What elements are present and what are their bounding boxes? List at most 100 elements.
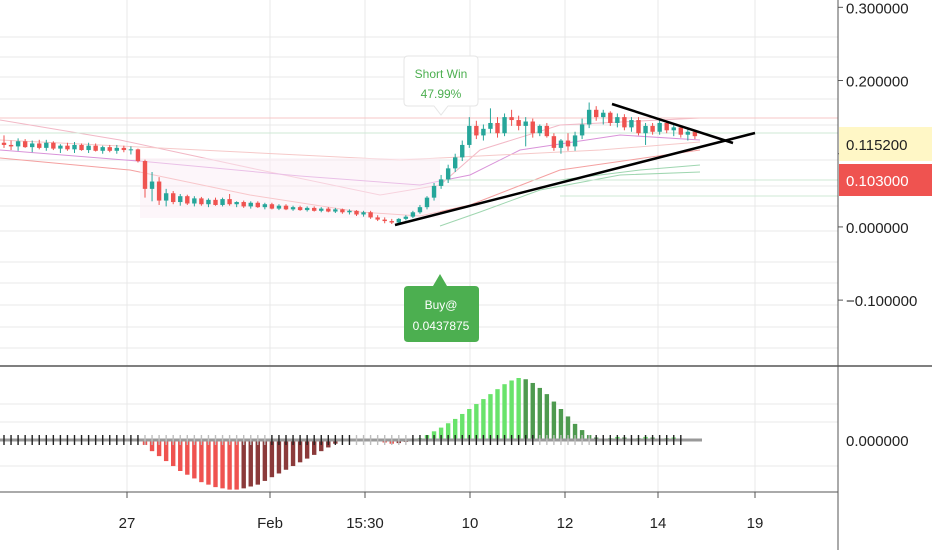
histogram-bar (255, 440, 260, 485)
last-price-badge: 0.115200 (839, 127, 932, 161)
time-axis[interactable]: 27 Feb 15:30 10 12 14 19 (119, 492, 764, 532)
histogram-bar (481, 399, 486, 440)
histogram-bar (474, 404, 479, 440)
candle-body (347, 210, 352, 213)
candle-body (319, 208, 324, 211)
candle-body (572, 135, 578, 147)
histogram-bar (438, 427, 444, 440)
candle-body (671, 127, 676, 131)
candle-body (467, 125, 472, 145)
histogram-bar (234, 440, 239, 490)
histogram-bar (544, 394, 550, 440)
candle-body (142, 161, 148, 189)
histogram-bar (163, 440, 169, 462)
histogram-bar (276, 440, 282, 474)
candle-body (1, 142, 7, 145)
candle-body (537, 125, 542, 134)
candle-body (135, 149, 141, 162)
support-trendline[interactable] (394, 131, 756, 227)
short-win-callout-bubble (403, 55, 479, 116)
candle-body (382, 219, 387, 222)
candle-body (368, 212, 373, 218)
candle-body (290, 207, 296, 210)
histogram-bar (516, 378, 521, 440)
histogram-bar (467, 409, 472, 440)
candle-body (8, 144, 14, 147)
price-grid (0, 0, 838, 366)
candle-body (664, 122, 669, 131)
candle-body (255, 202, 260, 208)
candle-body (269, 204, 275, 209)
histogram-bar (312, 440, 317, 455)
candle-body (192, 198, 197, 204)
candle-body (297, 207, 303, 211)
candle-body (488, 122, 493, 129)
candle-body (44, 142, 49, 148)
candlestick-series (1, 102, 698, 224)
candle-body (601, 112, 606, 118)
second-price-badge-bg (839, 164, 932, 196)
histogram-bar (241, 440, 246, 489)
price-pane[interactable]: Short Win 47.99% Buy@ 0.0437875 (0, 0, 838, 366)
candle-body (678, 127, 683, 135)
candle-body (185, 196, 190, 204)
histogram-bar (509, 380, 514, 440)
price-axis-label: −0.100000 (846, 293, 917, 310)
histogram-bar (523, 379, 528, 440)
price-axis-label: 0.200000 (846, 74, 909, 91)
candle-body (234, 202, 239, 205)
indicator-grid (0, 367, 838, 492)
short-win-value: 47.99% (421, 87, 462, 101)
last-price-value: 0.115200 (846, 137, 907, 154)
resistance-trendline[interactable] (611, 102, 734, 145)
candle-body (163, 193, 169, 201)
zero-line-markers (0, 435, 702, 445)
band-line (439, 171, 701, 227)
candle-body (227, 199, 232, 205)
candle-body (495, 122, 500, 134)
buy-callout-bubble (404, 274, 479, 342)
candle-body (100, 147, 105, 151)
price-axis[interactable]: 0.3000000.2000000.1000000.000000−0.10000… (837, 0, 932, 550)
histogram-bar (297, 440, 303, 463)
candle-body (579, 124, 585, 136)
candle-body (424, 197, 430, 208)
histogram-bar (460, 413, 465, 440)
candle-body (86, 145, 91, 151)
histogram-bar (453, 418, 458, 440)
histogram-bar (220, 440, 225, 489)
candle-body (171, 193, 176, 203)
candle-body (199, 198, 204, 205)
indicator-bands (0, 117, 838, 227)
candle-body (37, 143, 42, 148)
histogram-bar (290, 440, 296, 467)
indicator-pane[interactable] (0, 367, 838, 492)
time-axis-label: Feb (257, 515, 283, 532)
histogram-bar (495, 389, 500, 440)
candle-body (558, 140, 564, 148)
candle-body (65, 145, 70, 150)
candle-body (509, 117, 514, 121)
candle-body (474, 125, 479, 136)
candle-body (340, 209, 345, 213)
histogram-bar (488, 394, 493, 440)
histogram-bar (283, 440, 289, 470)
candle-body (304, 207, 310, 211)
candle-body (51, 142, 56, 149)
candle-body (312, 207, 317, 211)
triangle-trendlines[interactable] (394, 102, 756, 227)
candle-body (58, 145, 63, 149)
buy-title: Buy@ (425, 298, 458, 312)
histogram-bar (502, 384, 507, 440)
histogram-bar (551, 401, 557, 440)
candle-body (417, 207, 423, 213)
candle-body (283, 205, 289, 210)
candle-body (431, 185, 437, 198)
histogram-bar (192, 440, 197, 479)
candle-body (178, 196, 183, 203)
histogram-bar (227, 440, 232, 490)
time-axis-label: 12 (557, 515, 574, 532)
second-price-badge: 0.103000 (839, 164, 932, 196)
candle-body (530, 121, 535, 134)
candle-body (396, 218, 401, 223)
